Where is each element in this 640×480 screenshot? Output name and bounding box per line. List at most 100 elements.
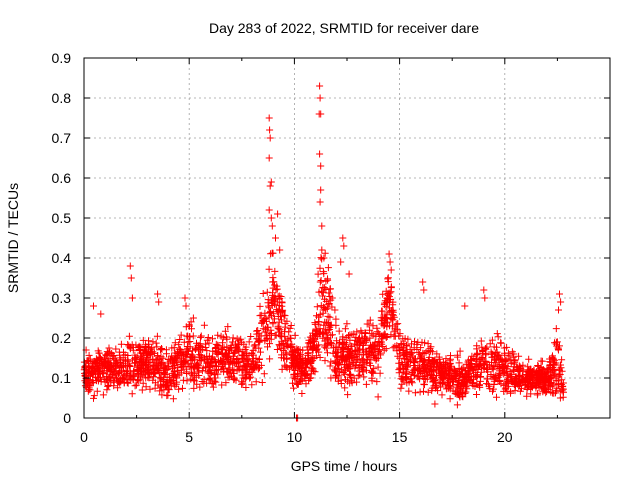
data-point xyxy=(131,359,138,367)
data-point xyxy=(99,370,107,378)
data-point xyxy=(420,286,428,294)
data-point xyxy=(378,340,386,348)
data-point xyxy=(556,387,564,395)
data-point xyxy=(552,340,560,348)
data-point xyxy=(511,356,519,364)
data-point xyxy=(510,363,518,371)
data-point xyxy=(408,340,415,348)
data-point xyxy=(336,368,344,376)
data-point xyxy=(281,328,288,336)
data-point xyxy=(198,378,206,385)
data-point xyxy=(321,325,329,333)
data-point xyxy=(499,370,507,378)
data-point xyxy=(282,363,290,371)
data-point xyxy=(125,332,133,340)
data-point xyxy=(281,312,289,320)
data-point xyxy=(340,346,348,354)
data-point xyxy=(164,391,172,399)
data-point xyxy=(358,334,366,342)
data-point xyxy=(138,386,146,394)
data-point xyxy=(333,337,341,345)
data-point xyxy=(117,363,125,371)
data-point xyxy=(276,246,284,254)
data-point xyxy=(515,352,523,360)
data-point xyxy=(414,338,422,346)
data-point xyxy=(389,344,397,352)
data-point xyxy=(286,324,294,332)
data-point xyxy=(550,370,558,378)
data-point xyxy=(331,306,339,314)
data-point xyxy=(339,341,347,349)
data-point xyxy=(181,294,189,302)
data-point xyxy=(527,390,535,398)
data-point xyxy=(291,346,299,354)
data-point xyxy=(275,318,283,326)
data-point xyxy=(85,351,93,359)
data-point xyxy=(397,384,405,392)
data-point xyxy=(385,250,393,258)
data-point xyxy=(147,368,155,376)
data-point xyxy=(269,291,276,299)
data-point xyxy=(434,387,442,395)
data-point xyxy=(252,378,260,386)
data-point xyxy=(453,351,461,359)
data-point xyxy=(287,344,295,351)
data-point xyxy=(317,162,325,170)
data-point xyxy=(245,338,253,346)
data-point xyxy=(455,385,463,393)
data-point xyxy=(197,332,205,340)
data-point xyxy=(316,150,324,158)
data-point xyxy=(267,178,275,186)
data-point xyxy=(257,348,264,356)
data-point xyxy=(125,361,133,369)
data-point xyxy=(145,337,152,345)
data-point xyxy=(144,343,152,351)
data-point xyxy=(320,321,328,329)
data-point xyxy=(417,355,425,363)
data-point xyxy=(333,372,341,380)
data-point xyxy=(272,234,279,242)
data-point xyxy=(254,365,262,373)
data-point xyxy=(327,331,335,339)
data-point xyxy=(309,342,317,350)
data-point xyxy=(379,335,387,343)
data-point xyxy=(325,300,333,307)
data-point xyxy=(179,384,186,392)
data-point xyxy=(444,381,452,389)
data-point xyxy=(157,383,165,391)
data-point xyxy=(197,333,204,341)
data-point xyxy=(523,383,531,391)
data-point xyxy=(535,376,543,384)
data-point xyxy=(458,366,466,374)
data-point xyxy=(179,356,187,364)
data-point xyxy=(297,375,305,383)
data-point xyxy=(316,82,324,90)
data-point xyxy=(218,381,226,389)
data-point xyxy=(209,335,216,343)
data-point xyxy=(488,364,496,372)
data-point xyxy=(335,327,343,335)
data-point xyxy=(189,332,197,340)
data-point xyxy=(177,360,185,368)
data-point xyxy=(186,322,193,330)
data-point xyxy=(403,363,411,371)
data-point xyxy=(205,352,213,360)
data-point xyxy=(490,363,498,371)
data-point xyxy=(556,290,563,298)
data-point xyxy=(317,110,325,118)
data-point xyxy=(360,373,368,381)
data-point xyxy=(238,351,246,359)
data-point xyxy=(107,376,115,384)
data-point xyxy=(182,302,190,310)
data-point xyxy=(119,375,127,382)
data-point xyxy=(410,355,418,363)
data-point xyxy=(259,325,267,333)
data-point xyxy=(205,375,213,383)
data-point xyxy=(546,375,554,383)
data-point xyxy=(369,331,377,339)
data-point xyxy=(145,374,153,382)
data-point xyxy=(351,347,359,355)
data-point xyxy=(497,339,505,347)
data-point xyxy=(278,332,286,340)
data-point xyxy=(525,382,533,390)
